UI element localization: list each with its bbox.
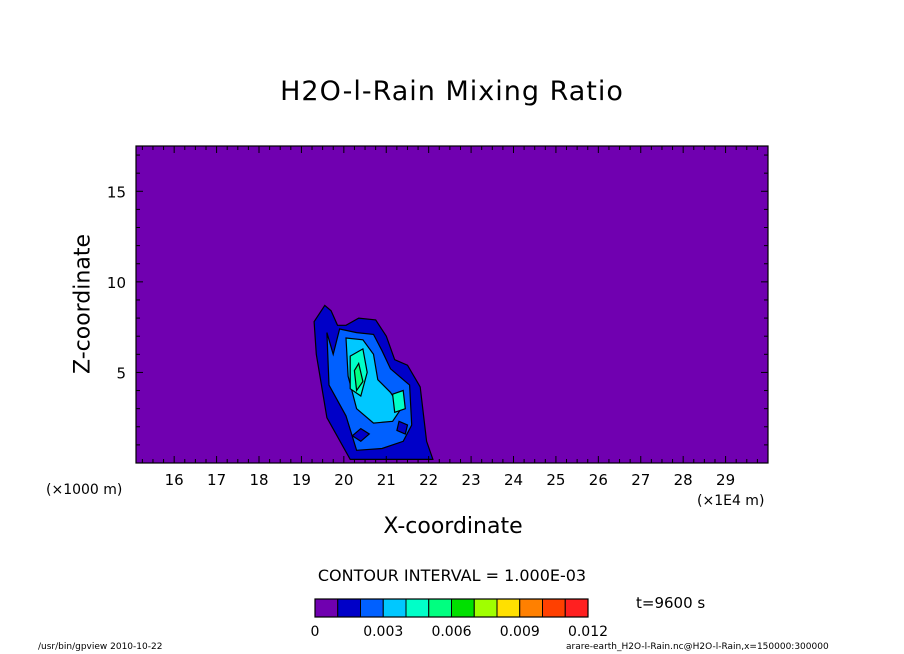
x-tick-label: 24 bbox=[504, 471, 523, 489]
time-label: t=9600 s bbox=[636, 594, 706, 612]
contour-interval-text: CONTOUR INTERVAL = 1.000E-03 bbox=[317, 566, 587, 585]
plot-frame bbox=[135, 145, 769, 464]
footer-source-file: arare-earth_H2O-l-Rain.nc@H2O-l-Rain,x=1… bbox=[566, 642, 829, 652]
x-tick-label: 17 bbox=[207, 471, 226, 489]
colorbar-cell bbox=[337, 598, 361, 618]
colorbar-cell bbox=[451, 598, 475, 618]
contour-region-6 bbox=[351, 427, 371, 443]
colorbar-cell bbox=[360, 598, 384, 618]
colorbar-tick-label: 0 bbox=[311, 624, 320, 640]
x-unit-left-label: (×1000 m) bbox=[46, 482, 123, 498]
y-tick-label: 15 bbox=[107, 183, 126, 201]
y-tick-label: 10 bbox=[107, 274, 126, 292]
x-tick-label: 18 bbox=[249, 471, 268, 489]
x-tick-label: 28 bbox=[674, 471, 693, 489]
colorbar-frame bbox=[314, 598, 589, 618]
colorbar-cell bbox=[473, 598, 498, 618]
chart-title: H2O-l-Rain Mixing Ratio bbox=[280, 76, 624, 107]
colorbar-tick-label: 0.003 bbox=[363, 624, 403, 640]
plot-background bbox=[136, 146, 768, 463]
contour-region-4 bbox=[391, 389, 406, 414]
x-tick-label: 29 bbox=[716, 471, 735, 489]
colorbar-cell bbox=[542, 598, 566, 618]
colorbar-tick-label: 0.006 bbox=[431, 624, 471, 640]
colorbar-cell bbox=[564, 598, 589, 618]
colorbar-cell bbox=[496, 598, 521, 618]
x-tick-label: 22 bbox=[419, 471, 438, 489]
x-tick-label: 21 bbox=[377, 471, 396, 489]
colorbar-cell bbox=[428, 598, 452, 618]
colorbar-cell bbox=[382, 598, 407, 618]
x-tick-label: 23 bbox=[462, 471, 481, 489]
x-tick-label: 25 bbox=[546, 471, 565, 489]
colorbar-tick-label: 0.012 bbox=[568, 624, 608, 640]
x-tick-label: 27 bbox=[631, 471, 650, 489]
x-tick-label: 26 bbox=[589, 471, 608, 489]
x-unit-right-label: (×1E4 m) bbox=[697, 493, 765, 509]
y-axis-label: Z-coordinate bbox=[70, 234, 96, 374]
footer-program-date: /usr/bin/gpview 2010-10-22 bbox=[38, 642, 163, 652]
contour-region-7 bbox=[396, 420, 409, 435]
contour-region-5 bbox=[353, 361, 364, 393]
x-axis-label: X-coordinate bbox=[383, 514, 523, 539]
colorbar-tick-label: 0.009 bbox=[500, 624, 540, 640]
colorbar-cell bbox=[519, 598, 543, 618]
colorbar-cell bbox=[314, 598, 339, 618]
x-tick-label: 20 bbox=[334, 471, 353, 489]
x-tick-label: 16 bbox=[165, 471, 184, 489]
colorbar-cell bbox=[405, 598, 430, 618]
y-tick-label: 5 bbox=[116, 364, 126, 382]
x-tick-label: 19 bbox=[292, 471, 311, 489]
